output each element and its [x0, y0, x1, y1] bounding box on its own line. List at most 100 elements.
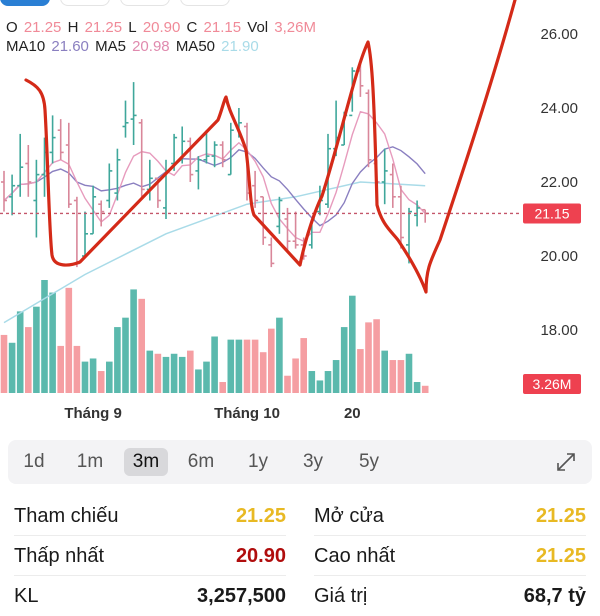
- volume-bar: [203, 361, 210, 393]
- ohlc-bar: [389, 163, 396, 208]
- ohlc-bar: [260, 196, 267, 245]
- high-label: Cao nhất: [314, 545, 396, 567]
- current-volume-badge: [523, 374, 581, 394]
- h-label: H: [67, 19, 79, 36]
- ohlc-bar: [252, 170, 259, 208]
- volume-bar: [8, 342, 16, 393]
- volume-bar: [251, 339, 259, 393]
- l-value: 20.90: [142, 19, 181, 36]
- volume-bar: [340, 327, 348, 393]
- ma10-label: MA10: [6, 38, 46, 55]
- volume-bar: [16, 311, 24, 393]
- volume-bar: [357, 349, 364, 393]
- volume-bar: [219, 382, 226, 393]
- ohlc-bar: [284, 207, 291, 253]
- price-tick-label: 24.00: [540, 100, 578, 117]
- tab-1y[interactable]: 1y: [247, 451, 269, 472]
- volume-bar: [284, 375, 291, 393]
- ma50-label: MA50: [175, 38, 215, 55]
- volume-bar: [65, 287, 73, 393]
- ohlc-bar: [65, 122, 72, 208]
- stat-open: Mở cửa 21.25: [314, 496, 586, 536]
- volume-bar: [49, 292, 56, 393]
- o-value: 21.25: [23, 19, 62, 36]
- vol-value: 3,26M: [274, 19, 316, 36]
- ohlc-bar: [211, 141, 218, 168]
- ohlc-bar: [219, 141, 226, 168]
- volume-bar: [276, 317, 283, 393]
- low-value: 20.90: [235, 545, 286, 567]
- tab-1m[interactable]: 1m: [76, 451, 104, 472]
- ohlc-bar: [33, 159, 40, 238]
- volume-bar: [373, 319, 380, 393]
- ohlc-bar: [25, 145, 32, 197]
- tab-5y[interactable]: 5y: [358, 451, 380, 472]
- ma-legend: MA10 21.60 MA5 20.98 MA50 21.90: [6, 38, 261, 55]
- volume-bar: [33, 306, 40, 393]
- tab-3m[interactable]: 3m: [124, 448, 168, 476]
- volume-bar: [25, 327, 32, 393]
- volume-bar: [316, 380, 324, 393]
- stat-low: Thấp nhất 20.90: [14, 536, 286, 576]
- volume-bar: [154, 353, 162, 393]
- o-label: O: [6, 19, 18, 36]
- h-value: 21.25: [84, 19, 123, 36]
- volume-bar: [381, 350, 388, 393]
- ohlc-bar: [1, 170, 7, 212]
- volume-bar: [405, 353, 413, 393]
- tab-1d[interactable]: 1d: [23, 451, 45, 472]
- ohlc-bar: [268, 237, 275, 268]
- high-value: 21.25: [535, 545, 586, 567]
- ohlc-bar: [130, 82, 137, 145]
- ohlc-bar: [9, 174, 16, 216]
- ohlc-bar: [195, 156, 202, 190]
- ohlc-bar: [203, 130, 210, 164]
- tab-3y[interactable]: 3y: [302, 451, 324, 472]
- ohlc-bar: [406, 207, 412, 264]
- ohlc-legend: O 21.25 H 21.25 L 20.90 C 21.15 Vol 3,26…: [6, 19, 318, 36]
- ref-label: Tham chiếu: [14, 505, 119, 527]
- period-tabs: 1d 1m 3m 6m 1y 3y 5y: [8, 440, 592, 484]
- volume-bar: [170, 353, 178, 393]
- ohlc-bar: [17, 133, 24, 197]
- stat-ref: Tham chiếu 21.25: [14, 496, 286, 536]
- c-label: C: [186, 19, 198, 36]
- ma5-value: 20.98: [132, 38, 170, 55]
- volume-bar: [421, 385, 429, 393]
- ohlc-bar: [187, 137, 194, 182]
- price-tick-label: 20.00: [540, 248, 578, 265]
- time-axis-label: Tháng 9: [64, 405, 122, 422]
- ohlc-bar: [397, 185, 404, 249]
- ma50-line: [3, 181, 426, 324]
- volume-bar: [389, 360, 397, 393]
- volume-bar: [397, 360, 405, 393]
- volume-bar: [268, 328, 275, 393]
- time-axis-label: Tháng 10: [214, 405, 280, 422]
- value-value: 68,7 tỷ: [523, 585, 586, 607]
- open-value: 21.25: [535, 505, 586, 527]
- volume-bar: [187, 350, 194, 393]
- ma10-value: 21.60: [51, 38, 89, 55]
- volume-value: 3,257,500: [197, 585, 286, 607]
- volume-bar: [195, 369, 202, 393]
- volume-bar: [146, 350, 154, 393]
- volume-bar: [211, 336, 218, 393]
- volume-label: KL: [14, 585, 39, 607]
- ohlc-bar: [114, 148, 121, 201]
- price-chart[interactable]: 26.00 24.00 22.00 20.00 18.00 21.15 3.26M Tháng…: [0, 0, 600, 430]
- volume-bar: [114, 327, 121, 393]
- current-price-badge: [523, 203, 581, 224]
- volume-bar: [332, 360, 340, 393]
- ohlc-bar: [227, 122, 234, 176]
- tab-6m[interactable]: 6m: [187, 451, 215, 472]
- volume-bar: [413, 382, 421, 393]
- ohlc-bar: [276, 196, 283, 234]
- ohlc-bar: [49, 115, 56, 164]
- expand-icon[interactable]: [554, 450, 578, 474]
- volume-bar: [349, 295, 356, 393]
- ohlc-bar: [381, 148, 388, 205]
- ohlc-bar: [90, 185, 97, 235]
- ma5-label: MA5: [95, 38, 126, 55]
- open-label: Mở cửa: [314, 505, 384, 527]
- price-tick-label: 18.00: [540, 322, 578, 339]
